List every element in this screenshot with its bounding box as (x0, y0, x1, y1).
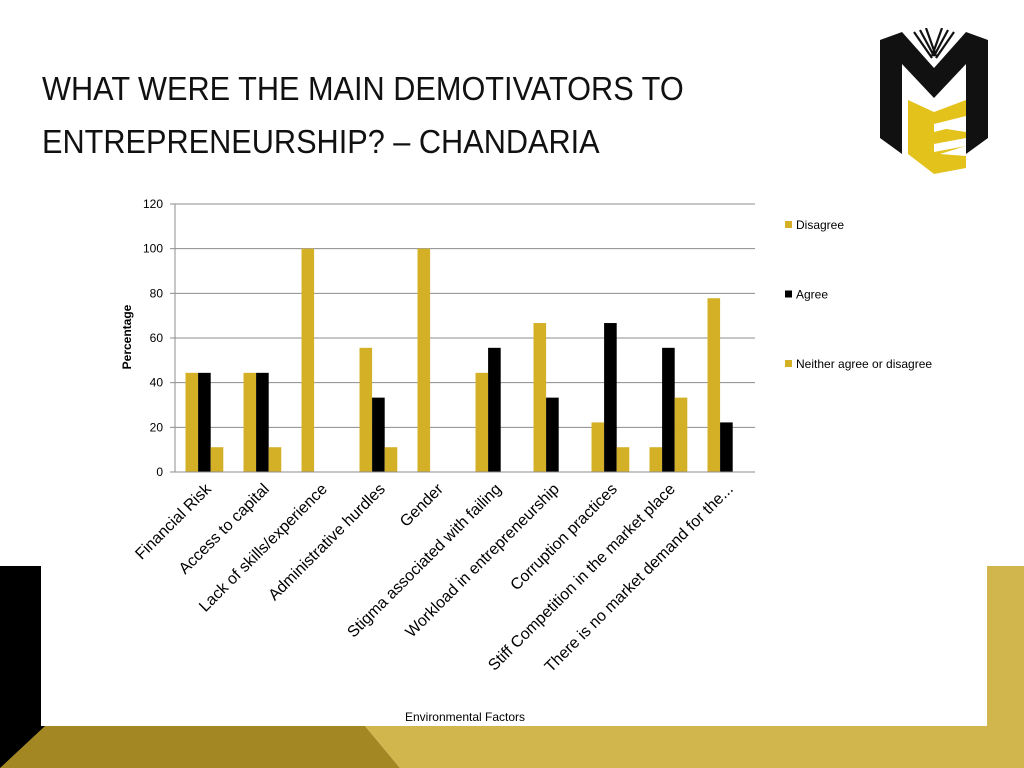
x-axis-label: Environmental Factors (405, 710, 525, 724)
y-tick-label: 80 (150, 286, 164, 300)
left-black-band (0, 566, 41, 726)
y-tick-label: 60 (150, 331, 164, 345)
logo-m-left-diagonal (902, 32, 934, 98)
bar-1-5 (417, 248, 431, 472)
bar-1-4 (359, 347, 373, 472)
y-tick-label: 0 (156, 465, 163, 479)
title-line-1: WHAT WERE THE MAIN DEMOTIVATORS TO (42, 70, 684, 107)
legend-swatch (785, 290, 792, 298)
y-tick-labels: 0 20 40 60 80 100 120 (143, 197, 163, 479)
y-axis-label: Percentage (120, 304, 134, 369)
bar-1-2 (243, 372, 257, 472)
logo-book-pages (913, 28, 955, 59)
bar-3-2 (268, 447, 282, 472)
logo-m-right-pillar (966, 32, 988, 154)
legend-swatch (785, 360, 792, 367)
bar-1-10 (707, 298, 721, 472)
legend-label: Neither agree or disagree (796, 357, 932, 371)
bar-1-9 (649, 447, 663, 472)
bar-2-9 (662, 347, 675, 472)
y-tick-label: 120 (143, 197, 163, 211)
bar-2-1 (198, 372, 211, 472)
x-tick-label: Corruption practices (508, 481, 621, 594)
bar-1-1 (185, 372, 199, 472)
legend-swatch (785, 221, 792, 228)
bar-2-4 (372, 397, 385, 472)
bottom-gold-band (365, 726, 1024, 768)
bar-2-7 (546, 397, 559, 472)
legend-label: Disagree (796, 218, 844, 232)
logo-m-left-pillar (880, 32, 902, 154)
bottom-left-black-corner (0, 726, 45, 768)
x-tick-label: Gender (397, 480, 447, 530)
legend-label: Agree (796, 288, 828, 302)
bar-3-8 (616, 447, 630, 472)
logo-e-notch-2 (934, 138, 966, 152)
bar-2-6 (488, 347, 501, 472)
bar-1-7 (533, 323, 547, 472)
logo-e-gold (908, 100, 966, 174)
bar-3-4 (384, 447, 398, 472)
page-title: WHAT WERE THE MAIN DEMOTIVATORS TO ENTRE… (42, 62, 684, 168)
logo-e-notch-1 (934, 116, 966, 132)
bars (185, 248, 733, 472)
bar-2-10 (720, 422, 733, 472)
legend: Disagree Agree Neither agree or disagree (785, 218, 932, 371)
x-tick-label: Administrative hurdles (266, 481, 389, 604)
bar-3-1 (210, 447, 224, 472)
axes (170, 203, 755, 473)
logo-m-right-diagonal (934, 32, 966, 98)
right-gold-band (987, 566, 1024, 726)
bar-3-9 (674, 397, 688, 472)
y-tick-label: 40 (150, 376, 164, 390)
bottom-dark-gold-band (0, 726, 400, 768)
y-tick-label: 20 (150, 420, 164, 434)
bar-1-8 (591, 422, 605, 472)
y-tick-label: 100 (143, 242, 163, 256)
me-book-logo-icon (880, 28, 988, 174)
bar-2-2 (256, 372, 269, 472)
bar-2-8 (604, 323, 617, 472)
title-line-2: ENTREPRENEURSHIP? – CHANDARIA (42, 123, 600, 160)
bar-1-3 (301, 248, 315, 472)
bar-1-6 (475, 372, 489, 472)
